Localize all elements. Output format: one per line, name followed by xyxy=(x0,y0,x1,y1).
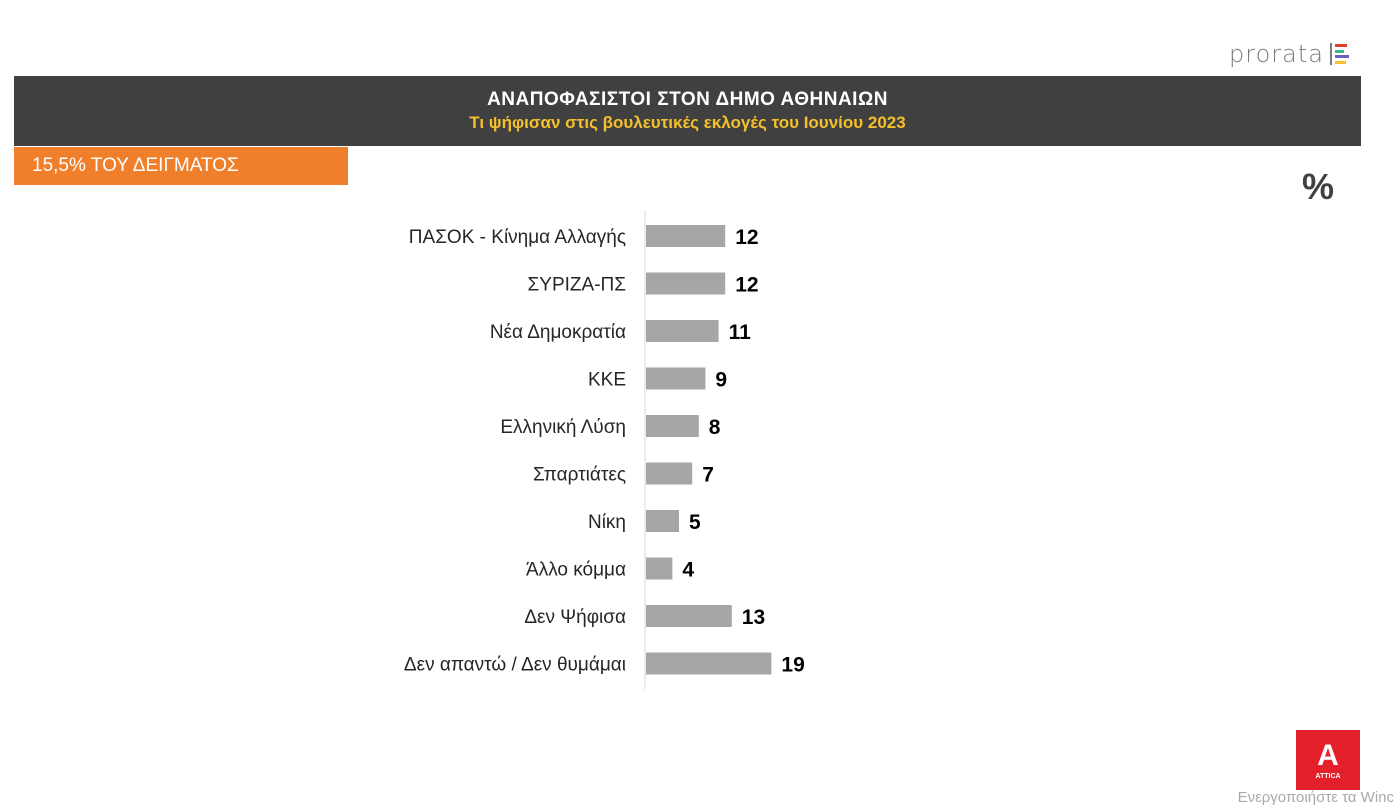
bar xyxy=(646,462,693,485)
bar xyxy=(646,557,673,580)
logo-text: prorata xyxy=(1229,40,1324,68)
category-label: Ελληνική Λύση xyxy=(500,417,626,438)
bar xyxy=(646,272,726,295)
attica-logo-glyph: A xyxy=(1317,738,1339,772)
category-label: ΣΥΡΙΖΑ-ΠΣ xyxy=(528,275,626,296)
logo-mark-icon xyxy=(1330,43,1350,65)
bar xyxy=(646,225,726,247)
bar xyxy=(646,320,719,342)
data-label: 19 xyxy=(781,654,804,677)
data-label: 12 xyxy=(735,226,758,249)
attica-logo-text: ATTICA xyxy=(1315,772,1341,780)
data-label: 9 xyxy=(715,369,727,392)
bar xyxy=(646,510,679,532)
category-label: Νίκη xyxy=(588,512,626,533)
category-label: ΠΑΣΟΚ - Κίνημα Αλλαγής xyxy=(409,227,626,248)
category-label: Δεν Ψήφισα xyxy=(524,607,626,628)
data-label: 4 xyxy=(682,559,694,582)
data-label: 12 xyxy=(735,274,758,297)
bar xyxy=(646,367,706,390)
category-label: ΚΚΕ xyxy=(588,370,626,391)
bar xyxy=(646,652,772,675)
data-label: 11 xyxy=(729,321,752,344)
title-bar: ΑΝΑΠΟΦΑΣΙΣΤΟΙ ΣΤΟΝ ΔΗΜΟ ΑΘΗΝΑΙΩΝ Τι ψήφι… xyxy=(14,76,1361,146)
category-label: Δεν απαντώ / Δεν θυμάμαι xyxy=(404,655,626,676)
bar xyxy=(646,415,699,437)
category-label: Νέα Δημοκρατία xyxy=(490,322,626,343)
data-label: 7 xyxy=(702,464,714,487)
data-label: 8 xyxy=(709,416,721,439)
chart-subtitle: Τι ψήφισαν στις βουλευτικές εκλογές του … xyxy=(469,113,906,132)
data-label: 5 xyxy=(689,511,701,534)
bar xyxy=(646,605,732,627)
activation-watermark: Ενεργοποιήστε τα Winc xyxy=(1237,789,1394,806)
category-label: Άλλο κόμμα xyxy=(526,560,626,581)
prorata-logo: prorata xyxy=(1229,40,1350,68)
attica-logo: A ATTICA xyxy=(1296,730,1360,790)
data-label: 13 xyxy=(742,606,765,629)
percent-unit-label: % xyxy=(1302,166,1335,207)
sample-badge: 15,5% ΤΟΥ ΔΕΙΓΜΑΤΟΣ xyxy=(14,147,348,185)
chart-title: ΑΝΑΠΟΦΑΣΙΣΤΟΙ ΣΤΟΝ ΔΗΜΟ ΑΘΗΝΑΙΩΝ xyxy=(487,89,888,110)
category-label: Σπαρτιάτες xyxy=(533,465,626,486)
